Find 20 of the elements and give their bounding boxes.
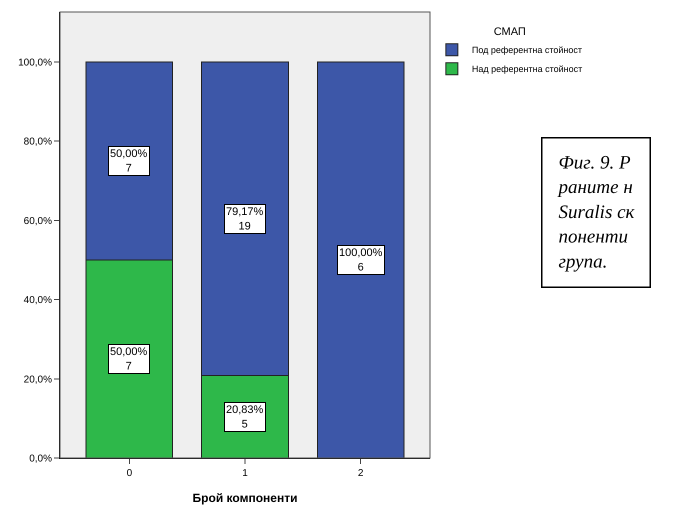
y-tick-label: 0,0% [29,454,52,464]
data-label: 50,00% 7 [110,346,148,372]
y-tick-label: 20,0% [24,374,52,386]
y-tick-label: 100,0% [18,57,52,68]
data-label: 20,83% 5 [226,404,264,430]
legend-title: СМАП [494,26,526,38]
text: Фиг. 9. Р раните н Suralis ск поненти група. [556,152,636,272]
y-tick-label: 60,0% [24,216,52,227]
y-tick-label: 80,0% [24,136,52,148]
x-tick-label: 0 [126,468,133,479]
data-label: 100,00% 6 [339,247,383,274]
x-tick-label: 1 [242,468,248,479]
x-axis-title: Брой компоненти [192,490,298,505]
x-tick-label: 2 [358,468,364,479]
data-label: 50,00% 7 [110,148,148,174]
bar [316,61,404,458]
y-tick-label: 40,0% [24,295,52,306]
legend-label: Под референтна стойност [472,45,582,56]
legend-label: Над референтна стойност [472,64,582,74]
data-label: 79,17% 19 [226,206,264,232]
